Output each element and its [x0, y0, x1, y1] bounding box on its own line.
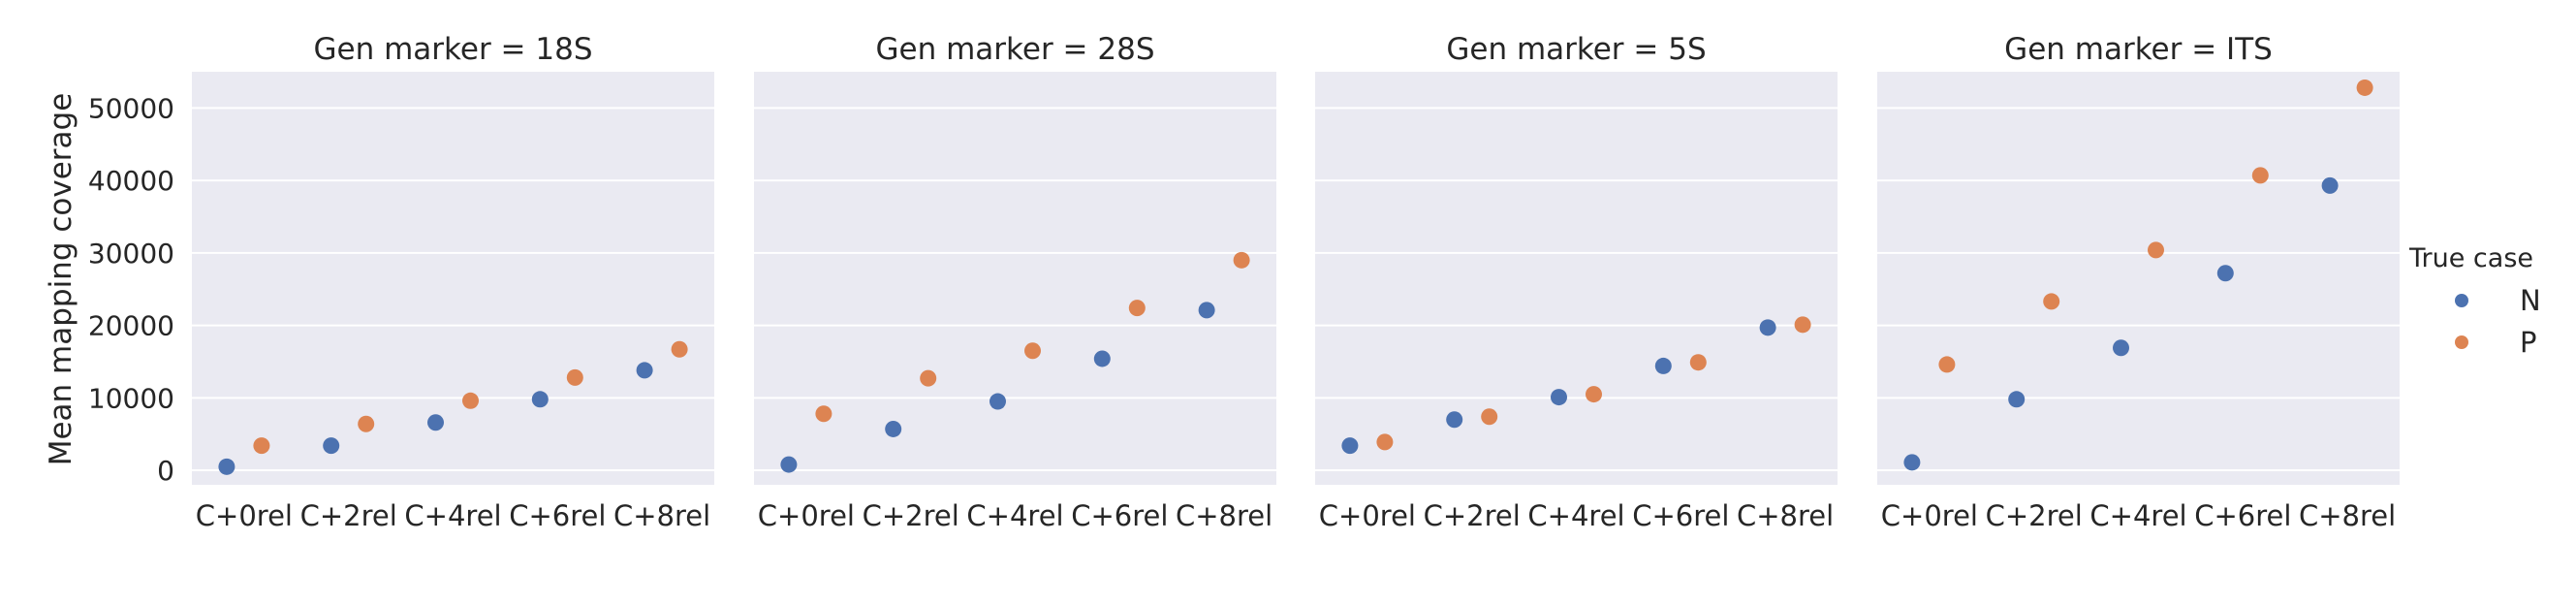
x-tick-label: C+4rel	[404, 499, 501, 532]
x-tick-label: C+2rel	[863, 499, 959, 532]
data-point	[1093, 350, 1111, 367]
facet-panel: Gen marker = 18S C+0rel C+2rel C+4rel C+6rel…	[88, 32, 714, 532]
data-point	[780, 456, 798, 473]
data-point	[1198, 302, 1215, 319]
data-point	[1376, 433, 1394, 451]
data-point	[671, 340, 688, 358]
data-point	[358, 415, 375, 432]
x-tick-label: C+2rel	[300, 499, 397, 532]
data-point	[990, 393, 1006, 410]
plot-background	[1315, 72, 1838, 485]
y-axis-label: Mean mapping coverage	[44, 93, 79, 466]
facet-panel: Gen marker = 5S C+0rel C+2rel C+4rel C+6rel C…	[1315, 32, 1838, 532]
x-tick-label: C+4rel	[2089, 499, 2186, 532]
facet-panel: Gen marker = 28S C+0rel C+2rel C+4rel C+6rel…	[754, 32, 1276, 532]
y-tick-label: 10000	[88, 382, 174, 414]
y-tick-label: 0	[157, 455, 174, 487]
data-point	[885, 420, 902, 437]
panel-title: Gen marker = 5S	[1446, 32, 1706, 67]
data-point	[2216, 265, 2234, 282]
data-point	[531, 391, 549, 408]
panel-title: Gen marker = 18S	[313, 32, 592, 67]
data-point	[1551, 389, 1567, 406]
x-tick-label: C+8rel	[2299, 499, 2396, 532]
data-point	[253, 437, 270, 455]
legend-title: True case	[2408, 243, 2533, 273]
data-point	[1233, 251, 1250, 269]
data-point	[2008, 391, 2026, 408]
data-point	[1654, 357, 1672, 374]
plot-background	[192, 72, 714, 485]
data-point	[2356, 79, 2373, 96]
data-point	[462, 392, 479, 409]
panel-title: Gen marker = 28S	[875, 32, 1154, 67]
x-tick-label: C+0rel	[758, 499, 855, 532]
data-point	[1938, 356, 1956, 373]
legend-marker	[2455, 335, 2468, 349]
data-point	[1586, 386, 1602, 403]
data-point	[1794, 316, 1811, 334]
data-point	[1128, 300, 1146, 317]
x-tick-label: C+8rel	[1176, 499, 1272, 532]
y-tick-label: 50000	[88, 92, 174, 124]
data-point	[1759, 319, 1776, 336]
plot-background	[1877, 72, 2400, 485]
data-point	[323, 437, 340, 455]
x-tick-label: C+4rel	[966, 499, 1063, 532]
x-tick-label: C+2rel	[1424, 499, 1521, 532]
data-point	[1903, 454, 1921, 471]
y-tick-label: 30000	[88, 238, 174, 270]
x-tick-label: C+4rel	[1527, 499, 1624, 532]
data-point	[2148, 241, 2164, 259]
data-point	[218, 458, 236, 475]
data-point	[636, 362, 653, 379]
x-tick-label: C+6rel	[1632, 499, 1729, 532]
data-point	[566, 368, 583, 386]
data-point	[1341, 437, 1359, 455]
x-tick-label: C+8rel	[1737, 499, 1834, 532]
y-tick-label: 40000	[88, 165, 174, 197]
plot-background	[754, 72, 1276, 485]
x-tick-label: C+6rel	[1071, 499, 1168, 532]
x-tick-label: C+0rel	[1881, 499, 1978, 532]
legend-label: N	[2520, 284, 2541, 317]
data-point	[2321, 176, 2339, 194]
x-tick-label: C+0rel	[1319, 499, 1416, 532]
legend-label: P	[2520, 326, 2537, 359]
x-tick-label: C+0rel	[196, 499, 293, 532]
facet-panel: Gen marker = ITS C+0rel C+2rel C+4rel C+6rel…	[1877, 32, 2400, 532]
legend: True case NP	[2408, 243, 2541, 359]
data-point	[1689, 354, 1707, 371]
x-tick-label: C+8rel	[613, 499, 710, 532]
panel-title: Gen marker = ITS	[2004, 32, 2273, 67]
x-tick-label: C+6rel	[509, 499, 606, 532]
data-point	[1024, 342, 1041, 360]
data-point	[427, 414, 444, 431]
legend-marker	[2455, 294, 2468, 307]
x-tick-label: C+6rel	[2194, 499, 2291, 532]
data-point	[815, 405, 832, 423]
data-point	[2251, 167, 2269, 184]
data-point	[1481, 408, 1498, 426]
data-point	[1446, 411, 1463, 429]
data-point	[2113, 339, 2129, 357]
data-point	[920, 369, 937, 387]
x-tick-label: C+2rel	[1986, 499, 2083, 532]
y-tick-label: 20000	[88, 310, 174, 342]
data-point	[2043, 293, 2060, 310]
